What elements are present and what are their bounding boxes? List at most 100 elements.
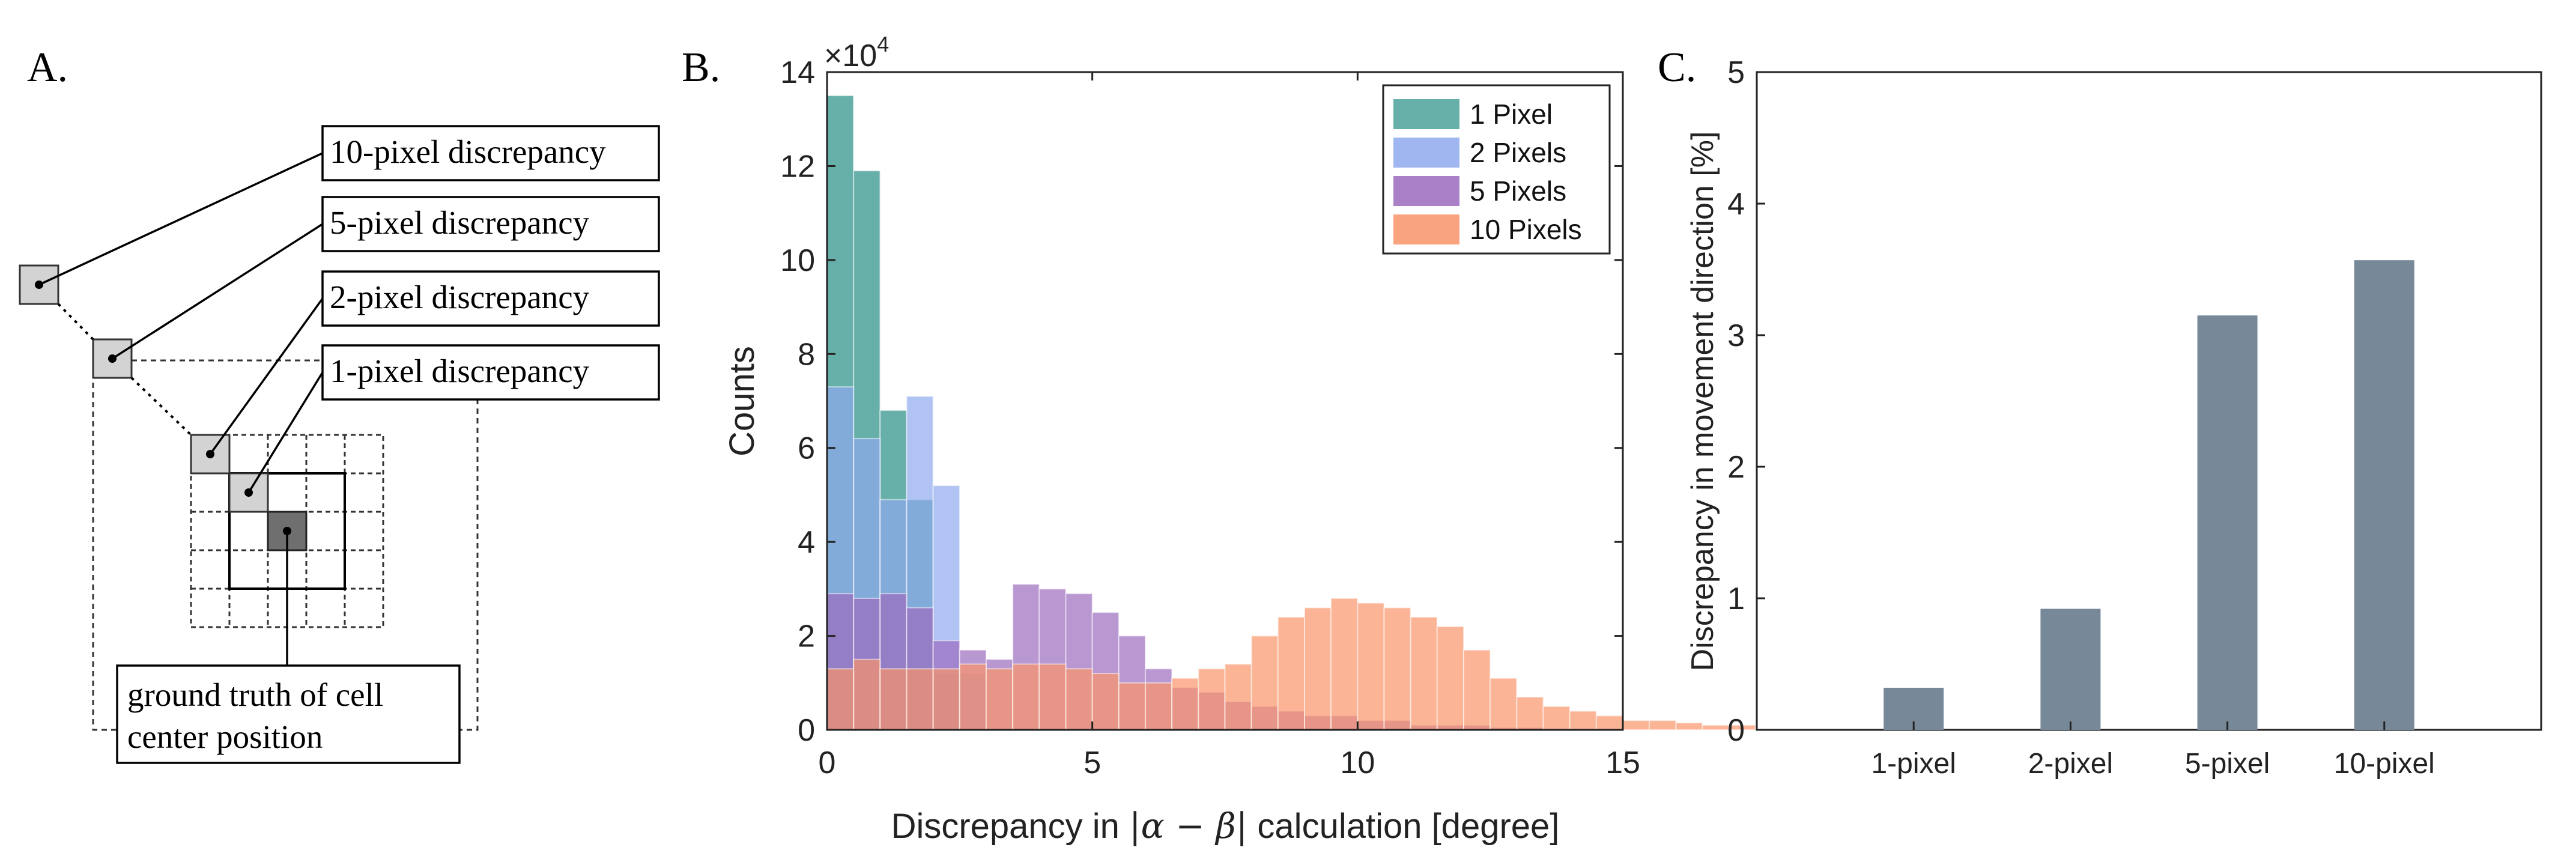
histogram-bar xyxy=(879,668,908,730)
bar-chart-x-ticks: 1-pixel 2-pixel 5-pixel 10-pixel xyxy=(1871,721,2435,780)
x-tick-label: 10 xyxy=(1340,745,1375,780)
histogram-bar xyxy=(1463,649,1491,731)
cell-2px xyxy=(190,434,231,475)
histogram-bar xyxy=(986,668,1014,730)
legend-swatch xyxy=(1393,138,1459,168)
x-tick-label: 10-pixel xyxy=(2334,748,2435,780)
histogram-bar xyxy=(1649,720,1677,731)
callout-text: 5-pixel discrepancy xyxy=(330,204,590,241)
histogram-bar xyxy=(1012,663,1040,730)
histogram-bar xyxy=(1198,668,1226,730)
y-tick-label: 14 xyxy=(780,55,815,90)
legend-swatch xyxy=(1393,99,1459,129)
histogram-bar xyxy=(1038,663,1067,730)
dotted-connector xyxy=(130,377,192,436)
histogram-bar xyxy=(1410,616,1438,731)
x-tick-label: 5 xyxy=(1083,745,1101,780)
x-tick-label: 1-pixel xyxy=(1871,748,1956,780)
histogram-bar xyxy=(959,663,987,730)
x-tick-label: 5-pixel xyxy=(2185,748,2270,780)
bar-chart-bars xyxy=(1884,260,2414,730)
y-tick-label: 5 xyxy=(1727,55,1745,90)
bar-2-pixel xyxy=(2040,609,2101,730)
legend-swatch xyxy=(1393,176,1459,206)
histogram-bar xyxy=(1569,710,1597,730)
callout-box xyxy=(321,125,660,181)
histogram-y-axis-label: Counts xyxy=(723,346,762,457)
legend-label: 10 Pixels xyxy=(1470,214,1582,245)
y-tick-label: 2 xyxy=(1727,450,1745,485)
bar-5-pixel xyxy=(2197,315,2258,730)
leader-line-5px xyxy=(112,223,323,360)
histogram-bar xyxy=(906,668,934,730)
histogram-bar xyxy=(1436,625,1464,731)
x-tick-label: 15 xyxy=(1605,745,1640,780)
histogram-legend: 1 Pixel 2 Pixels 5 Pixels 10 Pixels xyxy=(1382,84,1611,255)
panel-a: A. xyxy=(19,44,660,764)
y-tick-label: 10 xyxy=(780,243,815,278)
histogram-bar xyxy=(1304,607,1332,731)
legend-label: 5 Pixels xyxy=(1470,175,1566,207)
histogram-bar xyxy=(932,668,960,730)
legend-swatch xyxy=(1393,214,1459,244)
bar-chart-y-ticks: 0 1 2 3 4 5 xyxy=(1727,55,1765,748)
dotted-connector xyxy=(57,303,94,341)
y-tick-label: 2 xyxy=(798,619,815,654)
histogram-bar xyxy=(1490,677,1518,730)
y-tick-label: 4 xyxy=(1727,187,1745,222)
histogram-bar xyxy=(1357,602,1385,730)
callout-box xyxy=(321,344,660,401)
y-tick-label: 3 xyxy=(1727,318,1745,353)
callout-text: 1-pixel discrepancy xyxy=(330,353,590,389)
bar-chart-axes-box xyxy=(1756,71,2542,731)
histogram-bar xyxy=(826,668,855,730)
y-exponent-label: ×104 xyxy=(824,32,889,73)
callout-box xyxy=(321,270,660,327)
panel-b-label: B. xyxy=(682,44,720,91)
callout-box xyxy=(321,196,660,252)
histogram-x-ticks: 0 5 10 15 xyxy=(819,72,1640,780)
panel-c-label: C. xyxy=(1658,44,1696,91)
ground-truth-text: ground truth of cell xyxy=(127,676,383,713)
histogram-bar xyxy=(1118,682,1147,731)
histogram-bar xyxy=(1277,616,1305,731)
series-10-pixels xyxy=(826,598,1836,731)
y-tick-label: 6 xyxy=(798,431,815,466)
histogram-x-axis-label: Discrepancy in |α − β| calculation [degr… xyxy=(891,806,1560,846)
y-tick-label: 8 xyxy=(798,337,815,372)
histogram-bar xyxy=(1330,598,1359,730)
histogram-bar xyxy=(1675,722,1703,730)
histogram-bars xyxy=(826,95,1836,731)
callout-text: 10-pixel discrepancy xyxy=(330,133,606,170)
histogram-bar xyxy=(1702,724,1730,731)
histogram-bar xyxy=(1145,682,1173,731)
histogram-axes-box xyxy=(826,71,1624,731)
leader-line-1px xyxy=(247,372,324,493)
histogram-y-ticks: 0 2 4 6 8 10 12 14 xyxy=(780,55,1623,748)
histogram-bar xyxy=(1516,696,1544,730)
y-tick-label: 4 xyxy=(798,525,815,560)
y-tick-label: 12 xyxy=(780,149,815,184)
bar-10-pixel xyxy=(2354,260,2414,730)
leader-line-10px xyxy=(38,152,323,286)
x-tick-label: 0 xyxy=(819,745,836,780)
ground-truth-text: center position xyxy=(127,718,323,755)
leader-line-2px xyxy=(209,297,324,455)
y-tick-label: 0 xyxy=(1727,713,1745,748)
x-tick-label: 2-pixel xyxy=(2028,748,2113,780)
panel-a-label: A. xyxy=(27,44,68,91)
legend-label: 1 Pixel xyxy=(1470,99,1553,130)
histogram-bar xyxy=(853,658,881,731)
callout-text: 2-pixel discrepancy xyxy=(330,279,590,315)
histogram-bar xyxy=(1171,677,1199,730)
histogram-bar xyxy=(1542,705,1571,730)
ground-truth-box xyxy=(116,664,461,764)
histogram-bar xyxy=(1595,715,1623,731)
legend-label: 2 Pixels xyxy=(1470,137,1566,168)
histogram-bar xyxy=(1224,663,1252,730)
y-tick-label: 0 xyxy=(798,713,815,748)
y-tick-label: 1 xyxy=(1727,581,1745,616)
